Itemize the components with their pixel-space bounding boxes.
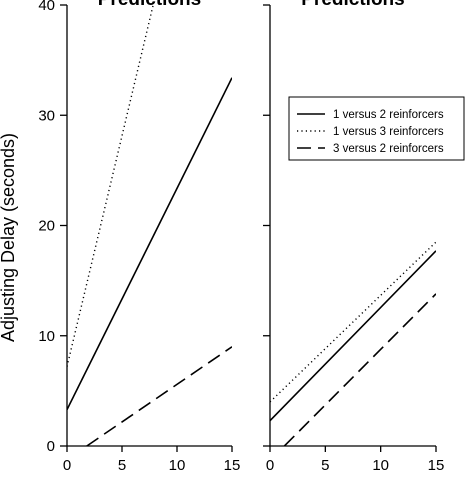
panel-2-series-3 bbox=[283, 293, 436, 446]
panel-2-x-tick-label-0: 0 bbox=[266, 457, 274, 474]
legend-box bbox=[288, 96, 465, 161]
panel-1-x-tick-label-3: 15 bbox=[224, 457, 241, 474]
panel-2-title: Predictions bbox=[301, 0, 404, 10]
panel-2-series-group bbox=[270, 241, 436, 446]
panel-2: Predictions0510151 versus 2 reinforcers1… bbox=[263, 0, 465, 474]
panel-2-x-tick-label-3: 15 bbox=[428, 457, 445, 474]
legend-label-3: 3 versus 2 reinforcers bbox=[333, 143, 444, 155]
panel-2-x-tick-label-1: 5 bbox=[321, 457, 329, 474]
legend-label-1: 1 versus 2 reinforcers bbox=[333, 109, 444, 121]
panel-2-legend: 1 versus 2 reinforcers 1 versus 3 reinfor… bbox=[288, 96, 465, 161]
panel-2-series-1 bbox=[270, 250, 436, 422]
panel-1-series-group bbox=[67, 5, 232, 446]
panel-1-x-tick-label-2: 10 bbox=[169, 457, 186, 474]
panel-1-series-3 bbox=[86, 346, 232, 446]
panel-1-y-tick-label-3: 30 bbox=[38, 107, 55, 124]
panel-1-x-tick-label-1: 5 bbox=[118, 457, 126, 474]
panel-1-y-tick-label-0: 0 bbox=[47, 438, 55, 455]
panel-1-y-tick-label-1: 10 bbox=[38, 328, 55, 345]
panel-1-y-axis-label: Adjusting Delay (seconds) bbox=[0, 133, 18, 342]
panel-1-series-2 bbox=[67, 5, 154, 367]
panel-1-series-1 bbox=[67, 77, 232, 410]
panel-2-series-2 bbox=[270, 241, 436, 403]
panel-1-y-tick-label-4: 40 bbox=[38, 0, 55, 14]
panel-1-y-tick-label-2: 20 bbox=[38, 218, 55, 235]
panel-1-x-tick-label-0: 0 bbox=[63, 457, 71, 474]
panel-2-x-tick-label-2: 10 bbox=[372, 457, 389, 474]
panel-1-title: Predictions bbox=[98, 0, 201, 10]
legend-label-2: 1 versus 3 reinforcers bbox=[333, 126, 444, 138]
panel-1: Predictions 0 5 10 15 0 10 20 30 40 Adjusting Dela… bbox=[0, 0, 240, 474]
